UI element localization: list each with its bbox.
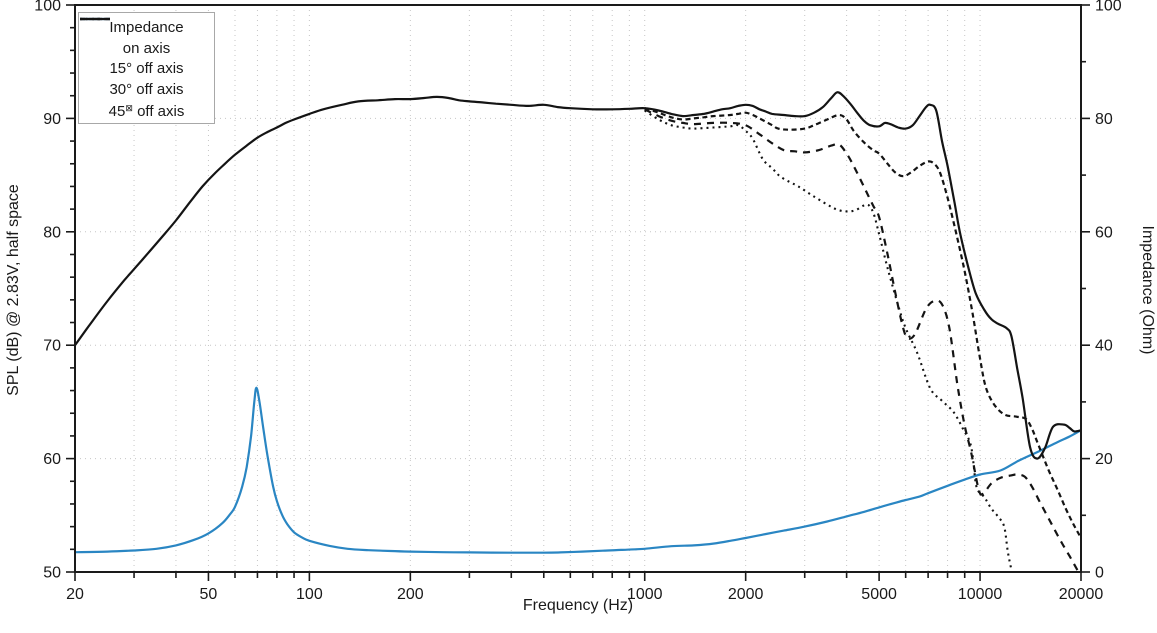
y-left-tick-label: 100 bbox=[34, 0, 61, 15]
y-axis-label-left: SPL (dB) @ 2.83V, half space bbox=[5, 184, 22, 396]
y-axis-label-right: Impedance (Ohm) bbox=[1139, 225, 1156, 355]
y-right-tick-label: 100 bbox=[1095, 0, 1122, 15]
legend-line-sample-30-off-axis bbox=[80, 17, 110, 21]
y-right-tick-label: 20 bbox=[1095, 451, 1113, 468]
y-left-tick-label: 90 bbox=[43, 111, 61, 128]
legend-label-15-off-axis: 15° off axis bbox=[109, 60, 184, 77]
x-tick-label: 2000 bbox=[728, 586, 764, 603]
curve-on-axis bbox=[75, 91, 1081, 460]
y-left-tick-label: 60 bbox=[43, 451, 61, 468]
x-tick-label: 200 bbox=[397, 586, 424, 603]
x-tick-label: 100 bbox=[296, 586, 323, 603]
plot-frame bbox=[74, 4, 1082, 573]
y-left-tick-label: 70 bbox=[43, 338, 61, 355]
x-tick-label: 50 bbox=[200, 586, 218, 603]
legend-item-on-axis: on axis bbox=[80, 17, 207, 58]
curve-45-off-axis bbox=[644, 109, 1013, 572]
y-right-tick-label: 40 bbox=[1095, 338, 1113, 355]
x-tick-label: 10000 bbox=[958, 586, 1003, 603]
x-tick-label: 20 bbox=[66, 586, 84, 603]
legend-item-30-off-axis: 30° off axis bbox=[80, 17, 207, 99]
x-tick-label: 5000 bbox=[861, 586, 897, 603]
x-tick-label: 20000 bbox=[1059, 586, 1104, 603]
legend-line-sample-45-off-axis bbox=[80, 17, 110, 21]
legend-item-15-off-axis: 15° off axis bbox=[80, 17, 207, 78]
y-left-tick-label: 50 bbox=[43, 565, 61, 582]
legend-label-impedance: Impedance bbox=[109, 19, 184, 36]
x-tick-label: 1000 bbox=[627, 586, 663, 603]
x-axis-label: Frequency (Hz) bbox=[522, 597, 634, 614]
y-left-tick-label: 80 bbox=[43, 224, 61, 241]
y-right-tick-label: 60 bbox=[1095, 224, 1113, 241]
curve-30-off-axis bbox=[644, 108, 1080, 572]
legend-label-30-off-axis: 30° off axis bbox=[109, 80, 184, 98]
curve-15-off-axis bbox=[644, 107, 1081, 539]
legend-label-on-axis: on axis bbox=[122, 39, 171, 57]
legend: Impedance on axis 15° off axis 30° off axis… bbox=[78, 12, 215, 124]
curve-impedance bbox=[75, 386, 1081, 554]
legend-label-45-off-axis: 45⊠ off axis bbox=[108, 102, 185, 120]
legend-item-45-off-axis: 45⊠ off axis bbox=[80, 17, 207, 120]
y-right-tick-label: 0 bbox=[1095, 565, 1104, 582]
y-right-tick-label: 80 bbox=[1095, 111, 1113, 128]
